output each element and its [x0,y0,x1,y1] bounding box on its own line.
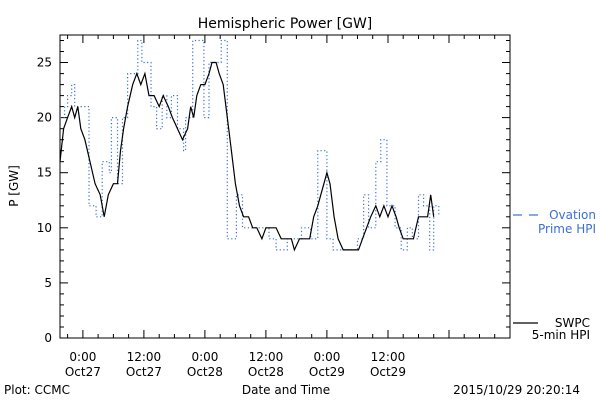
legend-ovation-label: Ovation [549,208,596,222]
x-tick-date-label: Oct27 [65,365,101,379]
x-tick-time-label: 0:00 [191,350,218,364]
x-tick-date-label: Oct29 [309,365,345,379]
legend-ovation-label: Prime HPI [538,222,596,236]
plot-timestamp: 2015/10/29 20:20:14 [453,383,580,397]
legend-swpc-label: 5-min HPI [532,328,590,342]
y-tick-label: 20 [37,111,52,125]
x-axis-ticks: 0:00Oct2712:00Oct270:00Oct2812:00Oct280:… [65,35,511,379]
y-tick-label: 10 [37,221,52,235]
y-axis-ticks: 0 5 10 15 20 25 [37,40,510,345]
plot-credit: Plot: CCMC [4,383,70,397]
x-tick-date-label: Oct29 [370,365,406,379]
series-swpc-line [59,61,435,252]
y-axis-label: P [GW] [7,165,21,207]
y-tick-label: 0 [44,331,52,345]
x-tick-time-label: 12:00 [371,350,406,364]
x-tick-time-label: 0:00 [69,350,96,364]
x-tick-date-label: Oct27 [126,365,162,379]
y-tick-label: 15 [37,166,52,180]
chart-title: Hemispheric Power [GW] [198,16,373,32]
x-axis-label: Date and Time [242,383,330,397]
series-layer [59,39,440,252]
y-tick-label: 5 [44,276,52,290]
plot-frame [59,34,511,339]
y-tick-label: 25 [37,56,52,70]
series-ovation-prime-line [60,39,440,251]
x-tick-date-label: Oct28 [187,365,223,379]
x-tick-time-label: 12:00 [127,350,162,364]
x-tick-time-label: 12:00 [249,350,284,364]
x-tick-date-label: Oct28 [248,365,284,379]
legend-swpc-label: SWPC [555,316,590,330]
x-tick-time-label: 0:00 [313,350,340,364]
